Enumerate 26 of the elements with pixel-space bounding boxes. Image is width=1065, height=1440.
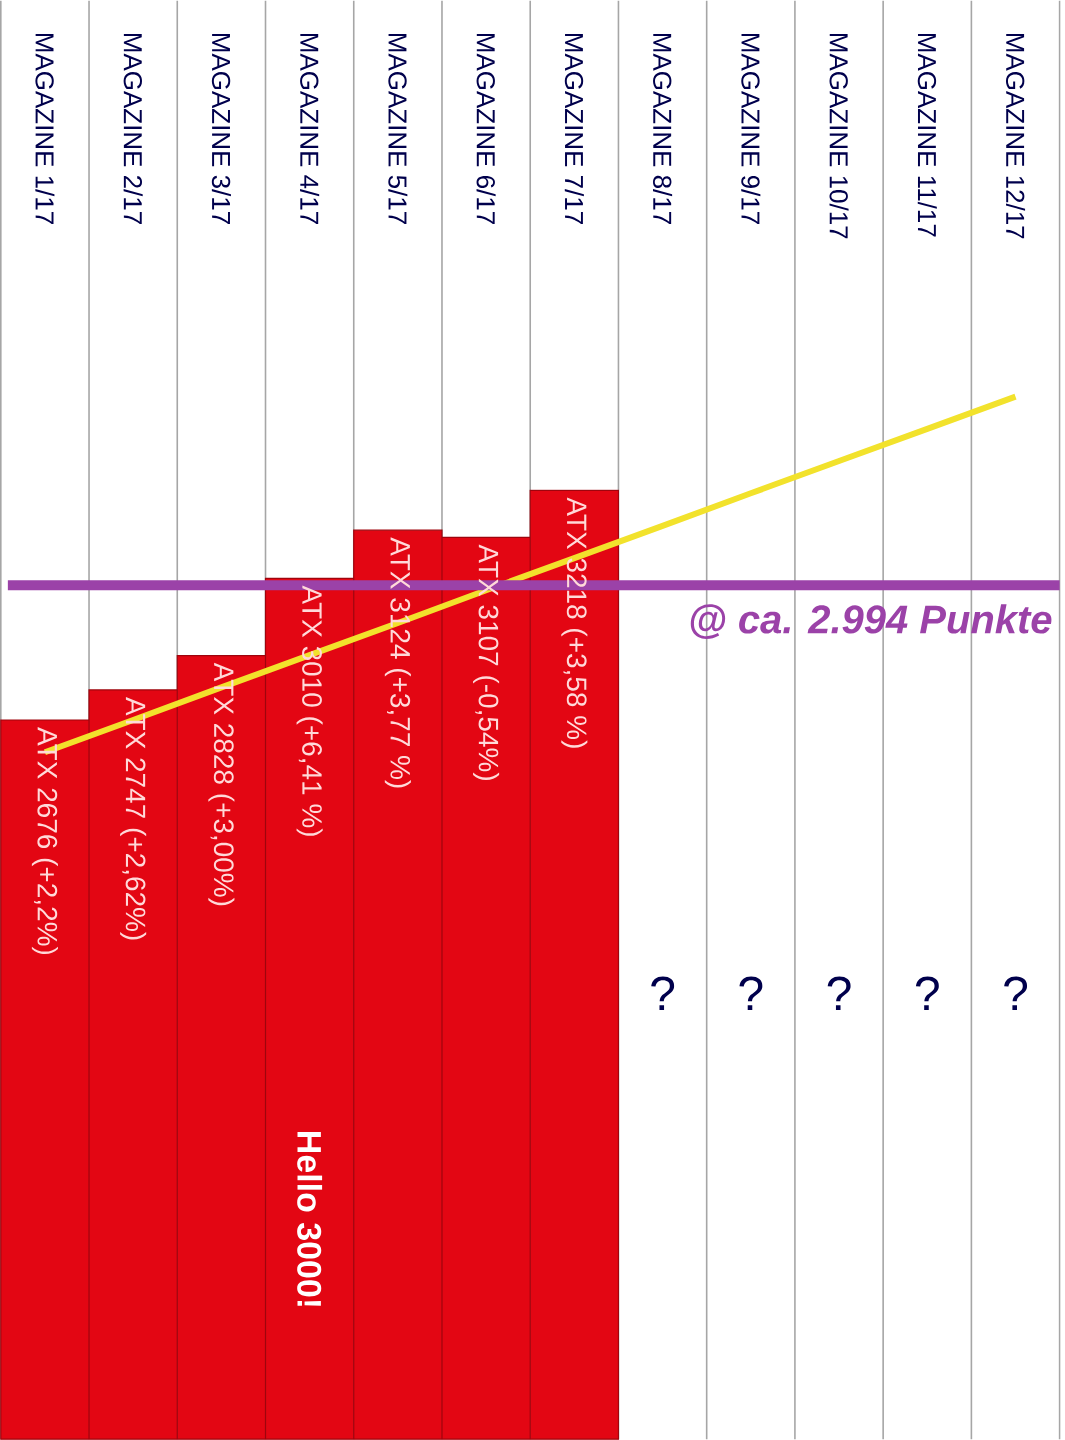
text: ?: [651, 976, 675, 1011]
data-label: ATX 3107 (-0,54%): [473, 544, 500, 780]
x-tick-label: MAGAZINE 9/17: [741, 33, 761, 224]
data-label: ATX 2828 (+3,00%): [208, 662, 235, 906]
text: ?: [827, 976, 851, 1011]
text: ?: [1004, 976, 1028, 1011]
ref-line-label: @ ca. 2.994 Punkte: [690, 604, 1052, 639]
data-label: ATX 2747 (+2,62%): [120, 697, 147, 940]
x-tick-label: MAGAZINE 7/17: [564, 33, 585, 224]
x-tick-label: MAGAZINE 3/17: [212, 33, 232, 224]
x-tick-label: MAGAZINE 8/17: [653, 33, 673, 224]
text: ?: [916, 976, 939, 1011]
data-label: ATX 3124 (+3,77 %): [385, 537, 412, 788]
x-tick-label: MAGAZINE 12/17: [1006, 33, 1026, 239]
x-tick-label: MAGAZINE 5/17: [388, 33, 408, 224]
x-tick-label: MAGAZINE 1/17: [35, 33, 55, 224]
data-label: ATX 3010 (+6,41 %): [296, 585, 323, 836]
annotation: Hello 3000!: [297, 1132, 323, 1306]
x-tick-label: MAGAZINE 10/17: [829, 33, 849, 239]
x-tick-label: MAGAZINE 11/17: [917, 33, 938, 237]
x-tick-label: MAGAZINE 6/17: [476, 33, 496, 224]
x-tick-label: MAGAZINE 2/17: [123, 33, 143, 224]
text: ?: [739, 976, 763, 1011]
data-label: ATX 2676 (+2,2%): [32, 727, 59, 955]
data-label: ATX 3218 (+3,58 %): [561, 497, 588, 748]
x-tick-label: MAGAZINE 4/17: [300, 33, 320, 224]
